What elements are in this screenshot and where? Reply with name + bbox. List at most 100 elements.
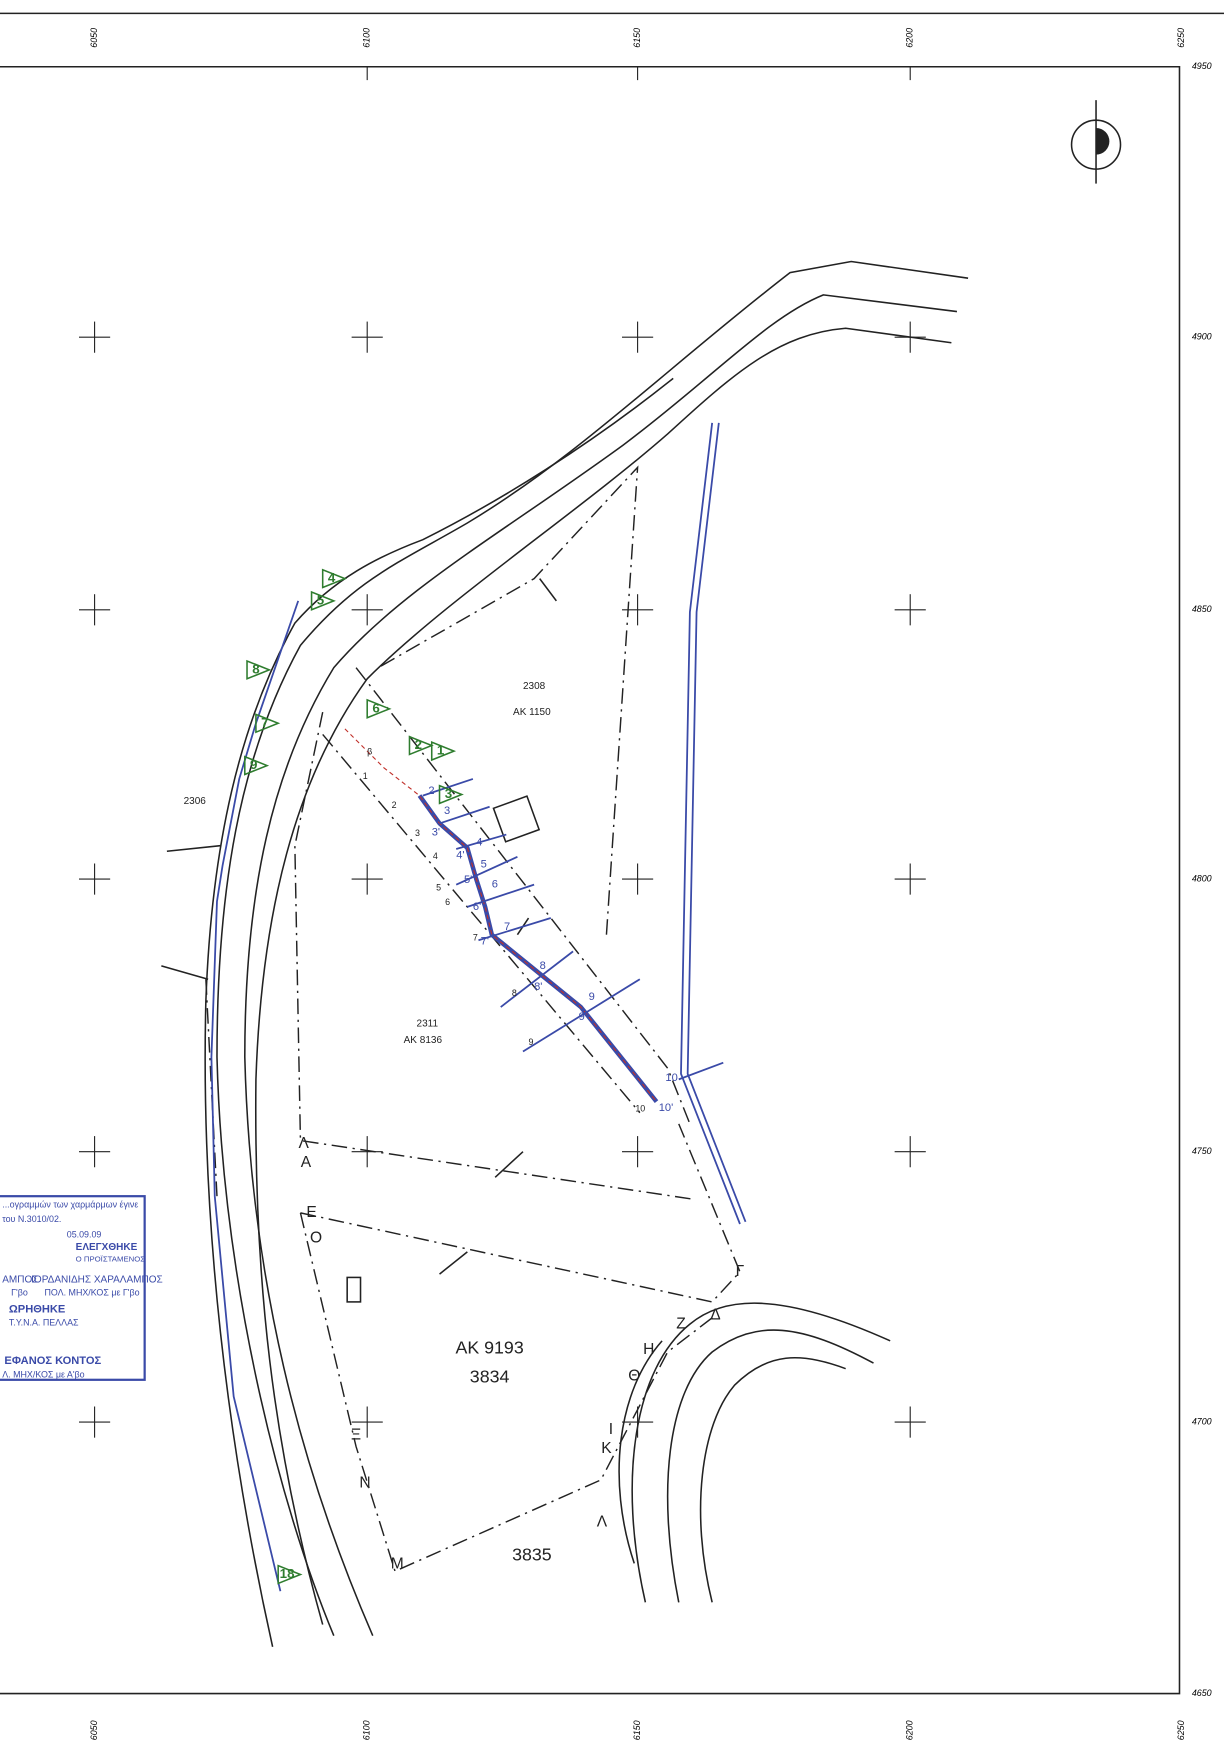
parcel-label: AK 1150 xyxy=(513,707,551,718)
road-edge xyxy=(254,327,952,1625)
stamp-text: Γ'βο xyxy=(11,1287,28,1297)
pipe-line xyxy=(686,422,747,1223)
stamp-text: του Ν.3010/02. xyxy=(2,1214,61,1224)
photo-marker xyxy=(310,590,336,611)
survey-point: 8 xyxy=(540,960,546,972)
photo-marker-label: 2 xyxy=(415,737,422,752)
survey-point: 8' xyxy=(534,981,542,993)
vertex-label: Λ xyxy=(597,1513,608,1530)
photo-marker xyxy=(408,735,434,756)
vertex-label: I xyxy=(609,1421,613,1438)
stamp-text: Ο ΠΡΟΪΣΤΑΜΕΝΟΣ xyxy=(76,1255,146,1264)
parcel-label: 2306 xyxy=(184,796,207,807)
vertex-label: N xyxy=(359,1474,370,1491)
section-number: 10 xyxy=(635,1104,645,1114)
photo-marker xyxy=(321,568,348,589)
photo-marker-label: 18 xyxy=(280,1566,295,1581)
x-coordinate-label: 6250 xyxy=(1176,28,1186,48)
survey-point: 7' xyxy=(481,935,489,947)
stamp-text: ΙΟΡΔΑΝΙΔΗΣ ΧΑΡΑΛΑΜΠΟΣ xyxy=(31,1274,162,1285)
survey-point: 7 xyxy=(504,921,510,933)
y-coordinate-label: 4850 xyxy=(1192,604,1212,614)
vertex-label: Θ xyxy=(628,1368,640,1385)
photo-marker xyxy=(244,755,270,776)
section-number: 2 xyxy=(392,800,397,810)
x-coordinate-label: 6150 xyxy=(632,1720,642,1740)
stamp-text: ΩΡΗΘΗΚΕ xyxy=(9,1304,65,1316)
parcel-label: AK 8136 xyxy=(404,1035,443,1046)
y-coordinate-label: 4900 xyxy=(1192,332,1212,342)
parcel-label: 2308 xyxy=(523,681,546,692)
x-coordinate-label: 6250 xyxy=(1176,1720,1186,1740)
road-edge xyxy=(216,260,969,1637)
section-number: 6 xyxy=(445,897,450,907)
section-number: 9 xyxy=(529,1037,534,1047)
axis-line xyxy=(344,728,657,1102)
x-coordinate-label: 6050 xyxy=(89,1720,99,1740)
vertex-label: Z xyxy=(676,1315,686,1332)
photo-marker xyxy=(255,713,281,734)
x-coordinate-label: 6200 xyxy=(905,28,915,48)
road-edge xyxy=(631,1302,891,1603)
stamp-text: ΠΟΛ. ΜΗΧ/ΚΟΣ με Γ'βο xyxy=(45,1287,140,1297)
north-arrow xyxy=(1070,100,1122,184)
x-coordinate-label: 6100 xyxy=(362,28,372,48)
survey-point: 10' xyxy=(659,1102,673,1114)
photo-marker xyxy=(277,1564,303,1585)
stamp-text: ΕΦΑΝΟΣ ΚΟΝΤΟΣ xyxy=(4,1355,101,1367)
parcel-label: 3835 xyxy=(512,1544,552,1564)
x-coordinate-label: 6200 xyxy=(905,1720,915,1740)
parcel-detail-lines xyxy=(161,578,557,1303)
stamp-text: Τ.Υ.Ν.Α. ΠΕΛΛΑΣ xyxy=(9,1317,79,1327)
road-edge xyxy=(244,294,958,1637)
stamp-text: Λ. ΜΗΧ/ΚΟΣ με Α'βο xyxy=(2,1370,84,1380)
photo-marker-label: 4 xyxy=(328,570,336,585)
survey-point: 3' xyxy=(432,826,440,838)
stamp-text: ...ογραμμών των χαρμάρμων έγινε xyxy=(2,1199,138,1209)
y-coordinate-label: 4950 xyxy=(1192,61,1212,71)
stamp-text: 05.09.09 xyxy=(67,1229,102,1239)
y-coordinate-label: 4700 xyxy=(1192,1416,1212,1426)
photo-marker-label: 6 xyxy=(372,700,379,715)
vertex-label: Γ xyxy=(736,1263,745,1280)
survey-point: 5' xyxy=(464,874,472,886)
vertex-label: O xyxy=(310,1230,322,1247)
survey-point: 6' xyxy=(473,901,481,913)
survey-point: 9 xyxy=(589,991,595,1003)
y-coordinate-label: 4800 xyxy=(1192,873,1212,883)
section-number: β xyxy=(367,747,372,757)
survey-point: 2 xyxy=(428,785,434,797)
survey-point: 10 xyxy=(665,1072,677,1084)
road-edge xyxy=(618,1340,663,1564)
vertex-label: E xyxy=(306,1204,316,1221)
parcel-label: 3834 xyxy=(470,1366,510,1386)
survey-point: 5 xyxy=(481,859,487,871)
pipe-line xyxy=(680,422,741,1225)
section-number: 1 xyxy=(363,771,368,781)
boundary-line xyxy=(210,600,300,1592)
parcel-label: AK 9193 xyxy=(455,1337,523,1357)
vertex-label: A xyxy=(301,1154,312,1171)
photo-marker xyxy=(438,784,464,805)
survey-point: 4' xyxy=(456,850,464,862)
vertex-label: Λ xyxy=(299,1135,310,1152)
photo-marker xyxy=(430,741,457,762)
map-frame xyxy=(0,65,1181,1695)
stamp-text: ΑΜΠΟΣ xyxy=(2,1274,38,1285)
survey-point: 9' xyxy=(579,1011,587,1023)
x-coordinate-label: 6150 xyxy=(632,28,642,48)
photo-marker-label: 7 xyxy=(261,715,268,730)
survey-point: 3 xyxy=(444,805,450,817)
road-edge xyxy=(204,377,674,1648)
survey-point: 6 xyxy=(492,879,498,891)
vertex-label: Δ xyxy=(710,1306,720,1323)
photo-marker-label: 3 xyxy=(445,786,452,801)
photo-marker-label: 5 xyxy=(317,592,325,607)
cross-sections xyxy=(422,778,724,1081)
vertex-label: M xyxy=(391,1556,404,1573)
photo-marker-label: 8 xyxy=(252,661,260,676)
stamp-text: ΕΛΕΓΧΘΗΚΕ xyxy=(76,1242,138,1253)
photo-marker-label: 1 xyxy=(437,743,445,758)
